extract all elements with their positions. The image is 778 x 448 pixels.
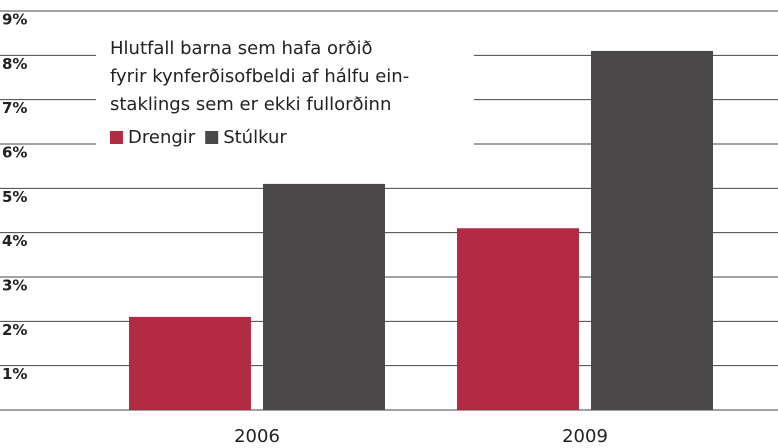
y-tick-label: 8% <box>2 55 27 73</box>
bar <box>457 228 579 410</box>
y-tick-label: 7% <box>2 99 27 117</box>
chart-title: staklings sem er ekki fullorðinn <box>110 94 391 115</box>
chart-title: fyrir kynferðisofbeldi af hálfu ein- <box>110 66 409 87</box>
x-tick-label: 2009 <box>562 426 608 447</box>
y-tick-label: 3% <box>2 277 27 295</box>
bar <box>591 50 713 411</box>
legend-label: Stúlkur <box>223 127 287 148</box>
legend-swatch <box>205 131 219 144</box>
y-tick-label: 2% <box>2 321 27 339</box>
legend-label: Drengir <box>128 127 196 148</box>
y-tick-label: 9% <box>2 11 27 29</box>
y-tick-label: 4% <box>2 232 27 250</box>
bar <box>129 316 251 410</box>
y-tick-label: 6% <box>2 144 27 162</box>
y-tick-label: 1% <box>2 365 27 383</box>
chart-title: Hlutfall barna sem hafa orðið <box>110 38 372 59</box>
legend-swatch <box>110 131 123 144</box>
bar <box>263 183 385 410</box>
x-tick-label: 2006 <box>234 426 280 447</box>
legend-background <box>96 34 474 152</box>
y-tick-label: 5% <box>2 188 27 206</box>
